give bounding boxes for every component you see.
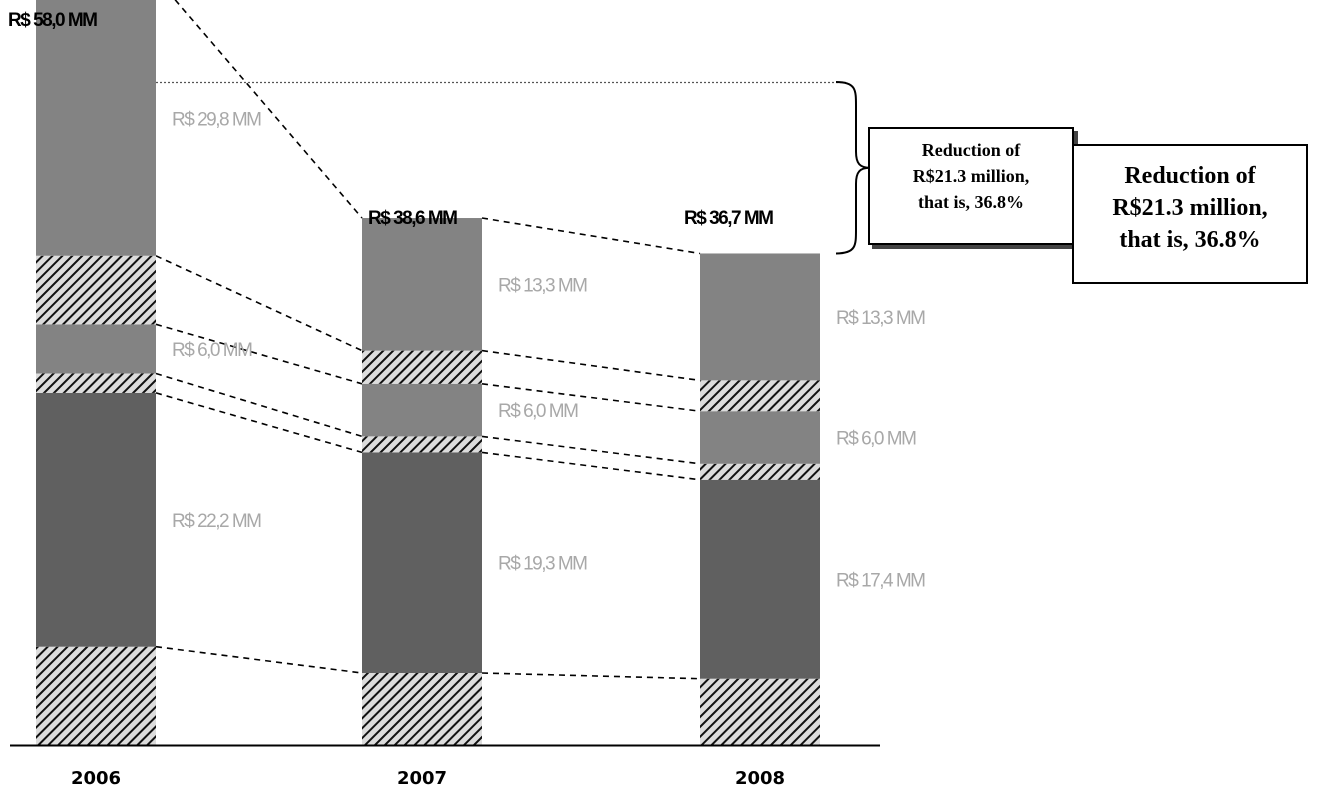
bar-segment-2007-1: [362, 452, 482, 673]
connector-line: [155, 323, 363, 385]
callout-back-line-1: Reduction of: [921, 140, 1021, 160]
bar-segment-2006-4: [36, 255, 156, 325]
bar-segment-2008-1: [700, 479, 820, 679]
segment-label-2006-3: R$ 6,0 MM: [172, 340, 252, 361]
bar-segment-2008-0: [700, 678, 820, 745]
connector-line: [155, 255, 363, 352]
year-label-2007: 2007: [397, 768, 447, 789]
callout-front-line-1: Reduction of: [1124, 163, 1256, 189]
segment-label-2007-3: R$ 6,0 MM: [498, 401, 578, 422]
bar-segment-2008-4: [700, 380, 820, 412]
bar-segment-2006-3: [36, 324, 156, 374]
bar-segment-2007-5: [362, 218, 482, 351]
bar-segment-2008-3: [700, 411, 820, 464]
callout-back-line-3: that is, 36.8%: [917, 192, 1024, 212]
segment-label-2008-5: R$ 13,3 MM: [836, 308, 925, 329]
year-label-2006: 2006: [71, 768, 121, 789]
connector-line: [481, 672, 701, 680]
segment-label-2006-1: R$ 22,2 MM: [172, 511, 261, 532]
total-label-2006: R$ 58,0 MM: [8, 10, 97, 31]
connector-line: [481, 217, 701, 255]
reduction-brace: [835, 81, 871, 255]
connector-line: [481, 451, 701, 481]
connector-line: [155, 392, 363, 454]
callout-front-line-2: R$21.3 million,: [1112, 195, 1268, 221]
total-label-2008: R$ 36,7 MM: [684, 208, 773, 229]
callout-back-line-2: R$21.3 million,: [912, 166, 1030, 186]
total-label-2007: R$ 38,6 MM: [368, 208, 457, 229]
reduction-callout-back: Reduction of R$21.3 million, that is, 36…: [868, 127, 1074, 245]
connector-line: [481, 383, 701, 412]
bar-segment-2006-5: [36, 0, 156, 256]
connector-line: [174, 0, 363, 219]
bar-segment-2007-3: [362, 383, 482, 437]
segment-label-2006-5: R$ 29,8 MM: [172, 110, 261, 131]
segment-label-2007-5: R$ 13,3 MM: [498, 275, 587, 296]
bar-segment-2008-5: [700, 253, 820, 381]
bar-segment-2007-0: [362, 672, 482, 745]
callout-front-line-3: that is, 36.8%: [1119, 227, 1261, 253]
bar-segment-2007-2: [362, 436, 482, 453]
segment-label-2007-1: R$ 19,3 MM: [498, 554, 587, 575]
bar-segment-2007-4: [362, 350, 482, 384]
bar-segment-2008-2: [700, 463, 820, 480]
connector-line: [155, 645, 363, 674]
segment-label-2008-1: R$ 17,4 MM: [836, 570, 925, 591]
segment-label-2008-3: R$ 6,0 MM: [836, 429, 916, 450]
connector-line: [155, 372, 363, 438]
connector-line: [481, 435, 701, 465]
connector-line: [481, 349, 701, 382]
reduction-callout-front: Reduction of R$21.3 million, that is, 36…: [1072, 144, 1308, 284]
bar-segment-2006-2: [36, 373, 156, 393]
bar-segment-2006-1: [36, 392, 156, 647]
bar-segment-2006-0: [36, 646, 156, 745]
year-label-2008: 2008: [735, 768, 785, 789]
